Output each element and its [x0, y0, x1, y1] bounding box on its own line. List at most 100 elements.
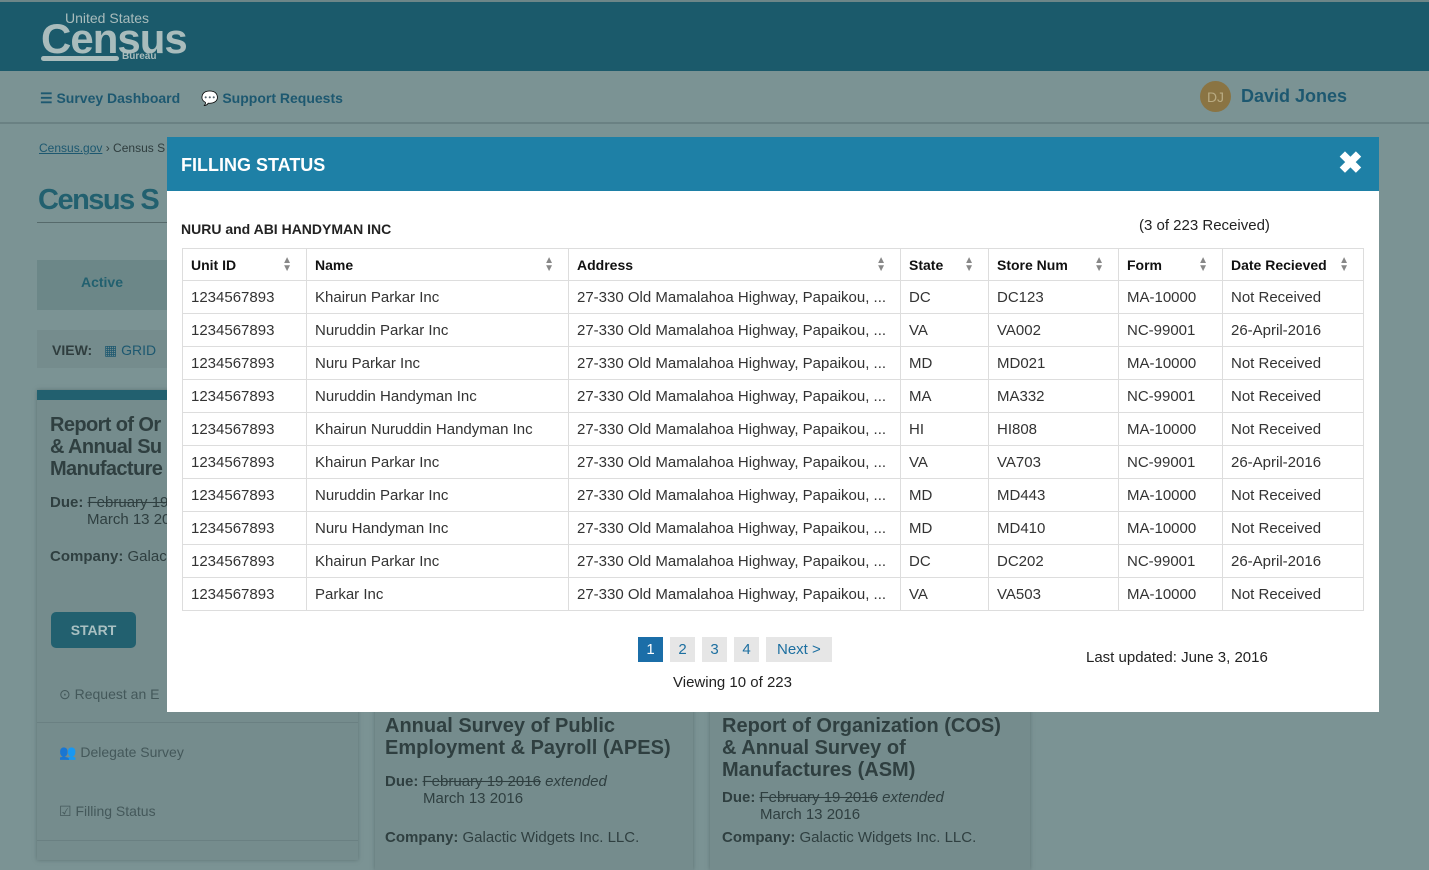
logo-main: Census: [41, 15, 188, 62]
table-cell: MD: [900, 346, 989, 380]
page-button[interactable]: 3: [702, 637, 727, 662]
table-cell: 1234567893: [182, 379, 307, 413]
column-header[interactable]: Store Num ▲ ▼: [988, 248, 1119, 281]
table-row: 1234567893 Khairun Nuruddin Handyman Inc 2…: [182, 412, 1364, 446]
modal-title: FILLING STATUS: [181, 155, 326, 175]
column-header[interactable]: Name ▲ ▼: [306, 248, 569, 281]
sort-icon[interactable]: ▲ ▼: [876, 255, 886, 274]
table-cell: NC-99001: [1118, 313, 1223, 347]
column-label: Address: [577, 256, 634, 273]
dashboard-icon: ☰: [40, 90, 57, 106]
chat-icon: 💬: [201, 90, 223, 106]
column-header[interactable]: Unit ID ▲ ▼: [182, 248, 307, 281]
table-cell: 1234567893: [182, 313, 307, 347]
nav-bar: ☰ Survey Dashboard 💬 Support Requests: [0, 71, 1429, 124]
table-cell: 27-330 Old Mamalahoa Highway, Papaikou, …: [568, 445, 901, 479]
table-cell: 27-330 Old Mamalahoa Highway, Papaikou, …: [568, 412, 901, 446]
table-cell: MD: [900, 511, 989, 545]
table-cell: MD021: [988, 346, 1119, 380]
table-cell: 1234567893: [182, 346, 307, 380]
sort-icon[interactable]: ▲ ▼: [1339, 255, 1349, 274]
table-cell: 27-330 Old Mamalahoa Highway, Papaikou, …: [568, 346, 901, 380]
filling-status-modal: FILLING STATUS ✖ NURU and ABI HANDYMAN I…: [167, 137, 1379, 712]
viewing-count: Viewing 10 of 223: [673, 674, 792, 691]
card-company: Company: Galactic Widgets Inc. LLC.: [385, 829, 640, 846]
table-cell: HI: [900, 412, 989, 446]
sort-icon[interactable]: ▲ ▼: [964, 255, 974, 274]
users-icon: 👥: [59, 744, 77, 760]
last-updated: Last updated: June 3, 2016: [1086, 649, 1268, 666]
table-cell: DC: [900, 544, 989, 578]
table-cell: Khairun Parkar Inc: [306, 445, 569, 479]
logo-top: United States: [65, 10, 150, 26]
breadcrumb: Census.gov › Census S: [39, 141, 165, 155]
nav-support-requests[interactable]: 💬 Support Requests: [201, 90, 343, 107]
table-row: 1234567893 Khairun Parkar Inc 27-330 Old M…: [182, 280, 1364, 314]
column-header[interactable]: Address ▲ ▼: [568, 248, 901, 281]
column-header[interactable]: State ▲ ▼: [900, 248, 989, 281]
grid-icon: ▦: [104, 342, 122, 358]
page-button[interactable]: 4: [734, 637, 759, 662]
page-button[interactable]: 2: [670, 637, 695, 662]
table-row: 1234567893 Nuru Handyman Inc 27-330 Old Ma…: [182, 511, 1364, 545]
table-cell: DC: [900, 280, 989, 314]
table-row: 1234567893 Nuruddin Parkar Inc 27-330 Old …: [182, 313, 1364, 347]
table-cell: Parkar Inc: [306, 577, 569, 611]
delegate-survey-link[interactable]: 👥 Delegate Survey: [59, 744, 184, 760]
table-cell: Not Received: [1222, 346, 1364, 380]
start-button[interactable]: START: [51, 612, 136, 648]
sort-icon[interactable]: ▲ ▼: [282, 255, 292, 274]
breadcrumb-link[interactable]: Census.gov: [39, 141, 103, 155]
table-cell: DC123: [988, 280, 1119, 314]
logo-bottom: Bureau: [122, 51, 157, 62]
table-cell: 27-330 Old Mamalahoa Highway, Papaikou, …: [568, 478, 901, 512]
nav-label: Support Requests: [222, 90, 343, 106]
table-cell: Not Received: [1222, 577, 1364, 611]
table-cell: Nuru Handyman Inc: [306, 511, 569, 545]
table-cell: 27-330 Old Mamalahoa Highway, Papaikou, …: [568, 280, 901, 314]
nav-survey-dashboard[interactable]: ☰ Survey Dashboard: [40, 90, 180, 107]
table-cell: Not Received: [1222, 379, 1364, 413]
table-cell: MA-10000: [1118, 511, 1223, 545]
table-cell: VA002: [988, 313, 1119, 347]
close-icon[interactable]: ✖: [1337, 147, 1363, 180]
column-label: Form: [1127, 256, 1162, 273]
sort-icon[interactable]: ▲ ▼: [1094, 255, 1104, 274]
table-cell: 1234567893: [182, 577, 307, 611]
next-page-button[interactable]: Next >: [766, 637, 832, 662]
table-cell: Not Received: [1222, 511, 1364, 545]
tab-active[interactable]: Active: [37, 260, 167, 310]
title-divider: [37, 222, 167, 223]
page-button[interactable]: 1: [638, 637, 663, 662]
top-bar: United States Census Bureau: [0, 0, 1429, 71]
table-row: 1234567893 Parkar Inc 27-330 Old Mamalahoa…: [182, 577, 1364, 611]
column-header[interactable]: Form ▲ ▼: [1118, 248, 1223, 281]
table-cell: 27-330 Old Mamalahoa Highway, Papaikou, …: [568, 511, 901, 545]
column-header[interactable]: Date Recieved ▲ ▼: [1222, 248, 1364, 281]
user-menu[interactable]: DJ David Jones: [1200, 81, 1347, 112]
table-cell: Not Received: [1222, 412, 1364, 446]
view-grid-label: GRID: [121, 342, 157, 358]
filling-status-link[interactable]: ☑ Filling Status: [59, 803, 156, 819]
table-cell: MA332: [988, 379, 1119, 413]
table-cell: 26-April-2016: [1222, 544, 1364, 578]
breadcrumb-current: › Census S: [105, 141, 166, 155]
request-extension-link[interactable]: ⊙ Request an E: [59, 686, 160, 702]
table-cell: MA-10000: [1118, 280, 1223, 314]
table-cell: 1234567893: [182, 478, 307, 512]
table-cell: MD410: [988, 511, 1119, 545]
table-cell: 27-330 Old Mamalahoa Highway, Papaikou, …: [568, 577, 901, 611]
card-title: Report of Organization (COS) & Annual Su…: [722, 715, 1001, 781]
table-cell: 1234567893: [182, 511, 307, 545]
table-cell: 1234567893: [182, 544, 307, 578]
table-cell: MA-10000: [1118, 577, 1223, 611]
table-cell: 1234567893: [182, 412, 307, 446]
table-row: 1234567893 Khairun Parkar Inc 27-330 Old M…: [182, 544, 1364, 578]
table-cell: 27-330 Old Mamalahoa Highway, Papaikou, …: [568, 544, 901, 578]
card-due: Due: February 19 2016 extended March 13 2…: [385, 773, 607, 807]
sort-icon[interactable]: ▲ ▼: [1198, 255, 1208, 274]
column-label: Date Recieved: [1231, 256, 1327, 273]
sort-icon[interactable]: ▲ ▼: [544, 255, 554, 274]
view-grid-toggle[interactable]: ▦ GRID: [104, 342, 156, 359]
table-cell: HI808: [988, 412, 1119, 446]
